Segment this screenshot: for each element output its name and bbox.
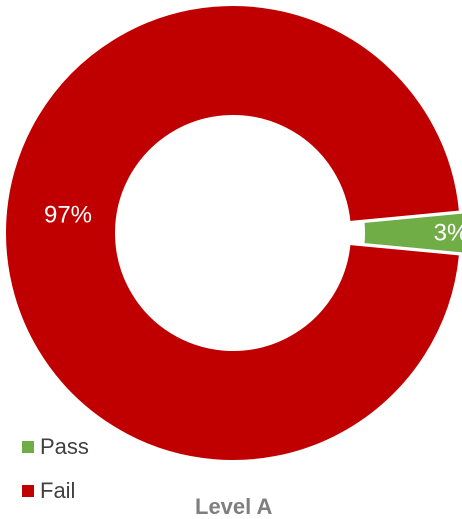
- legend-label-pass: Pass: [40, 434, 89, 459]
- legend-item-pass: Pass: [22, 432, 89, 462]
- legend-swatch-pass: [22, 441, 34, 453]
- chart-caption: Level A: [195, 494, 273, 519]
- data-label-pass: 3%: [434, 220, 462, 247]
- legend-label-fail: Fail: [40, 478, 76, 503]
- data-label-fail: 97%: [44, 202, 92, 229]
- donut-slice-fail: [4, 4, 462, 462]
- legend: Pass Fail: [22, 432, 89, 519]
- legend-swatch-fail: [22, 485, 34, 497]
- donut-slice-pass: [362, 211, 462, 255]
- legend-item-fail: Fail: [22, 476, 89, 506]
